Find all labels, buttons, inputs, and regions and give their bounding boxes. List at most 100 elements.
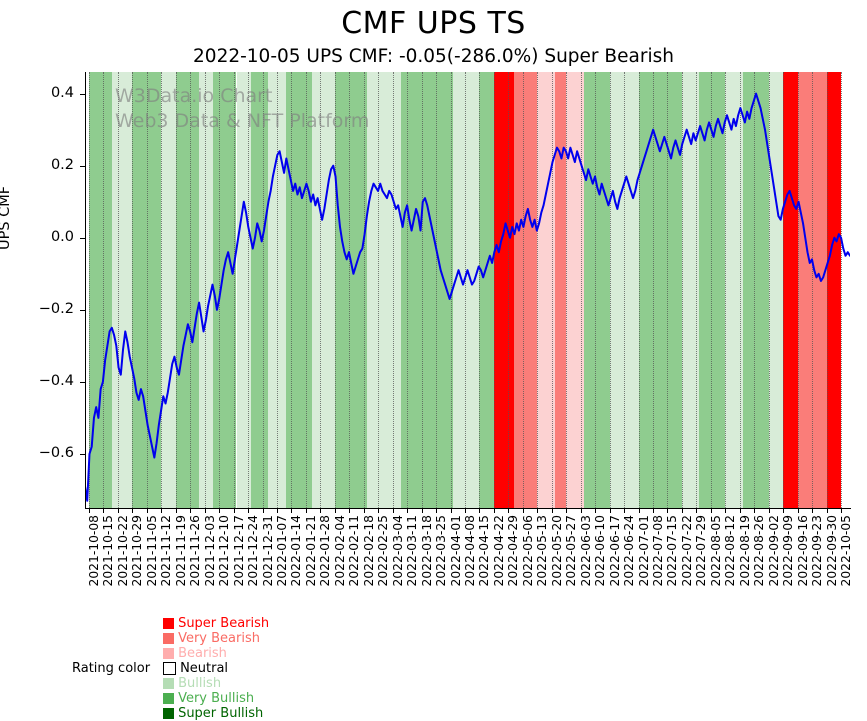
x-tick-label: 2022-05-13 xyxy=(535,515,550,587)
x-tick-label: 2022-10-05 xyxy=(838,515,853,587)
x-tick-mark xyxy=(797,508,799,513)
legend-swatch-icon xyxy=(163,708,175,719)
legend-title: Rating color xyxy=(72,661,151,676)
gridline xyxy=(436,72,438,508)
x-tick-label: 2021-11-05 xyxy=(144,515,159,587)
rating-band xyxy=(89,72,113,508)
x-tick-label: 2022-03-18 xyxy=(419,515,434,587)
x-tick-label: 2022-07-22 xyxy=(679,515,694,587)
rating-band xyxy=(609,72,639,508)
x-tick-mark xyxy=(826,508,828,513)
gridline xyxy=(320,72,322,508)
gridline xyxy=(421,72,423,508)
x-tick-label: 2022-09-16 xyxy=(795,515,810,587)
gridline xyxy=(609,72,611,508)
legend-item[interactable]: Super Bullish xyxy=(163,706,269,721)
x-tick-label: 2021-10-29 xyxy=(130,515,145,587)
x-tick-mark xyxy=(276,508,278,513)
rating-band xyxy=(479,72,494,508)
x-tick-label: 2022-06-03 xyxy=(578,515,593,587)
legend-swatch-icon xyxy=(163,662,177,675)
gridline xyxy=(349,72,351,508)
x-tick-label: 2022-09-02 xyxy=(766,515,781,587)
rating-band xyxy=(175,72,199,508)
x-tick-mark xyxy=(378,508,380,513)
rating-band xyxy=(681,72,700,508)
x-tick-label: 2021-12-24 xyxy=(246,515,261,587)
x-tick-mark xyxy=(464,508,466,513)
legend-item[interactable]: Neutral xyxy=(163,661,269,676)
rating-band xyxy=(566,72,584,508)
legend-swatch-icon xyxy=(163,693,175,704)
legend-item[interactable]: Very Bearish xyxy=(163,631,269,646)
legend-swatch-icon xyxy=(163,678,175,689)
x-tick-mark xyxy=(551,508,553,513)
x-tick-mark xyxy=(161,508,163,513)
gridline xyxy=(117,72,119,508)
y-tick-mark xyxy=(80,93,85,95)
rating-band xyxy=(366,72,402,508)
x-tick-mark xyxy=(595,508,597,513)
y-tick-label: 0.4 xyxy=(50,84,74,101)
gridline xyxy=(768,72,770,508)
y-tick-label: −0.4 xyxy=(38,372,74,389)
x-tick-label: 2022-01-14 xyxy=(289,515,304,587)
x-tick-label: 2022-04-22 xyxy=(491,515,506,587)
legend-item[interactable]: Bullish xyxy=(163,676,269,691)
x-tick-label: 2022-04-01 xyxy=(448,515,463,587)
x-tick-mark xyxy=(146,508,148,513)
rating-band xyxy=(699,72,726,508)
x-tick-label: 2022-04-15 xyxy=(477,515,492,587)
x-tick-label: 2022-01-07 xyxy=(274,515,289,587)
gridline xyxy=(812,72,814,508)
x-tick-label: 2021-10-08 xyxy=(87,515,101,587)
x-tick-mark xyxy=(493,508,495,513)
x-tick-label: 2022-06-17 xyxy=(607,515,622,587)
gridline xyxy=(826,72,828,508)
x-tick-mark xyxy=(508,508,510,513)
x-tick-label: 2022-04-29 xyxy=(506,515,521,587)
gridline xyxy=(132,72,134,508)
x-tick-mark xyxy=(609,508,611,513)
x-tick-mark xyxy=(248,508,250,513)
rating-band xyxy=(285,72,312,508)
gridline xyxy=(334,72,336,508)
gridline xyxy=(667,72,669,508)
gridline xyxy=(233,72,235,508)
gridline xyxy=(305,72,307,508)
x-tick-label: 2022-03-04 xyxy=(390,515,405,587)
legend-label: Neutral xyxy=(180,661,229,676)
x-tick-label: 2022-07-08 xyxy=(650,515,665,587)
y-tick-label: −0.6 xyxy=(38,444,74,461)
gridline xyxy=(248,72,250,508)
x-tick-label: 2022-03-11 xyxy=(405,515,420,587)
x-tick-label: 2022-09-23 xyxy=(810,515,825,587)
x-tick-label: 2022-06-10 xyxy=(593,515,608,587)
x-tick-mark xyxy=(349,508,351,513)
x-tick-mark xyxy=(638,508,640,513)
legend-item[interactable]: Very Bullish xyxy=(163,691,269,706)
gridline xyxy=(522,72,524,508)
gridline xyxy=(89,72,90,508)
x-tick-label: 2022-08-19 xyxy=(737,515,752,587)
x-tick-label: 2022-09-30 xyxy=(824,515,839,587)
x-tick-mark xyxy=(117,508,119,513)
legend-item[interactable]: Super Bearish xyxy=(163,616,269,631)
x-tick-label: 2022-02-18 xyxy=(361,515,376,587)
gridline xyxy=(464,72,466,508)
x-tick-mark xyxy=(537,508,539,513)
legend-item[interactable]: Bearish xyxy=(163,646,269,661)
x-tick-mark xyxy=(190,508,192,513)
gridline xyxy=(479,72,481,508)
x-tick-label: 2022-01-21 xyxy=(303,515,318,587)
gridline xyxy=(103,72,105,508)
legend-items: Super Bearish Very Bearish Bearish Neutral B… xyxy=(163,616,274,721)
x-tick-mark xyxy=(783,508,785,513)
gridline xyxy=(175,72,177,508)
y-tick-mark xyxy=(80,237,85,239)
y-tick-label: 0.0 xyxy=(50,228,74,245)
gridline xyxy=(493,72,495,508)
x-tick-label: 2022-02-04 xyxy=(332,515,347,587)
x-tick-mark xyxy=(334,508,336,513)
watermark-line-2: Web3 Data & NFT Platform xyxy=(115,110,370,132)
